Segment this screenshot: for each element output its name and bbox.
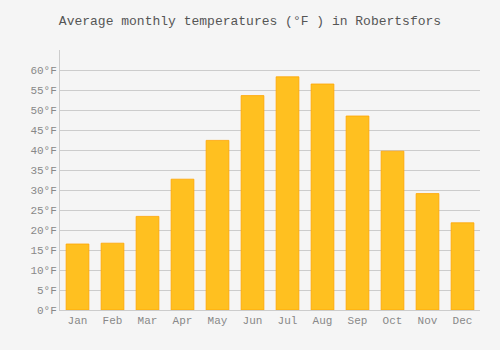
svg-text:20°F: 20°F	[30, 225, 56, 237]
svg-text:Feb: Feb	[103, 315, 123, 327]
svg-text:0°F: 0°F	[37, 305, 57, 317]
svg-text:Aug: Aug	[313, 315, 333, 327]
svg-text:Dec: Dec	[453, 315, 473, 327]
svg-text:40°F: 40°F	[30, 145, 56, 157]
svg-text:Sep: Sep	[348, 315, 368, 327]
svg-text:35°F: 35°F	[30, 165, 56, 177]
svg-text:30°F: 30°F	[30, 185, 56, 197]
svg-text:Apr: Apr	[173, 315, 193, 327]
svg-text:45°F: 45°F	[30, 125, 56, 137]
svg-text:Average monthly temperatures (: Average monthly temperatures (°F ) in Ro…	[59, 14, 441, 29]
svg-text:50°F: 50°F	[30, 105, 56, 117]
svg-text:55°F: 55°F	[30, 85, 56, 97]
svg-text:Oct: Oct	[383, 315, 403, 327]
svg-text:10°F: 10°F	[30, 265, 56, 277]
svg-text:Jul: Jul	[278, 315, 298, 327]
svg-text:25°F: 25°F	[30, 205, 56, 217]
svg-text:Jun: Jun	[243, 315, 263, 327]
svg-text:Jan: Jan	[68, 315, 88, 327]
svg-text:15°F: 15°F	[30, 245, 56, 257]
svg-text:May: May	[208, 315, 228, 327]
svg-text:60°F: 60°F	[30, 65, 56, 77]
svg-text:5°F: 5°F	[37, 285, 57, 297]
svg-text:Mar: Mar	[138, 315, 158, 327]
svg-text:Nov: Nov	[418, 315, 438, 327]
